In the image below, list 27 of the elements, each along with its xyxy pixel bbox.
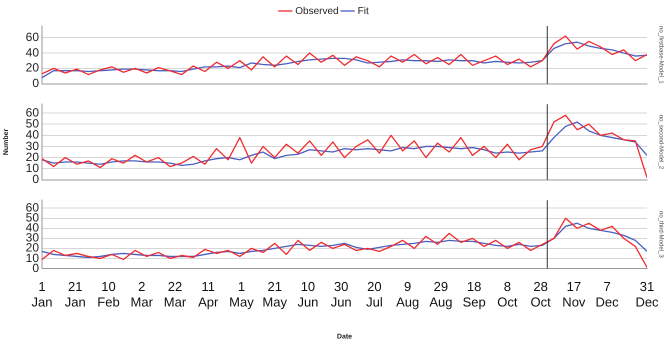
legend-label: Fit	[358, 6, 369, 17]
x-tick-label: 18 Sep	[462, 278, 486, 310]
x-tick-label: 17 Nov	[562, 278, 586, 310]
x-tick-label: 29 Aug	[429, 278, 452, 310]
y-tick-label: 0	[32, 172, 40, 186]
x-tick-label: 1 May	[229, 278, 254, 310]
x-tick-label: 21 May	[262, 278, 288, 310]
x-tick-label: 2 Mar	[130, 278, 154, 310]
x-tick-label: 8 Oct	[497, 278, 518, 310]
x-tick-label: 9 Aug	[396, 278, 420, 310]
x-tick-label: 1 Jan	[32, 278, 52, 310]
y-tick-label: 60	[26, 105, 40, 120]
x-tick-label: 21 Jan	[64, 278, 86, 310]
y-tick-label: 60	[26, 30, 40, 44]
x-tick-label: 10 Feb	[97, 278, 120, 310]
x-tick-label: 31 Dec	[635, 278, 660, 310]
x-tick-label: 20 Jul	[366, 278, 383, 310]
x-tick-label: 28 Oct	[530, 278, 552, 310]
y-tick-label: 0	[32, 76, 40, 90]
x-tick-label: 30 Jun	[330, 278, 352, 310]
y-tick-label: 20	[26, 60, 40, 75]
legend-label: Observed	[295, 6, 339, 17]
x-tick-label: 10 Jun	[297, 278, 318, 310]
y-tick-label: 40	[26, 45, 40, 60]
x-tick-label: 7 Dec	[596, 278, 620, 310]
x-tick-label: 11 Apr	[198, 278, 219, 310]
x-tick-label: 22 Mar	[164, 278, 187, 310]
